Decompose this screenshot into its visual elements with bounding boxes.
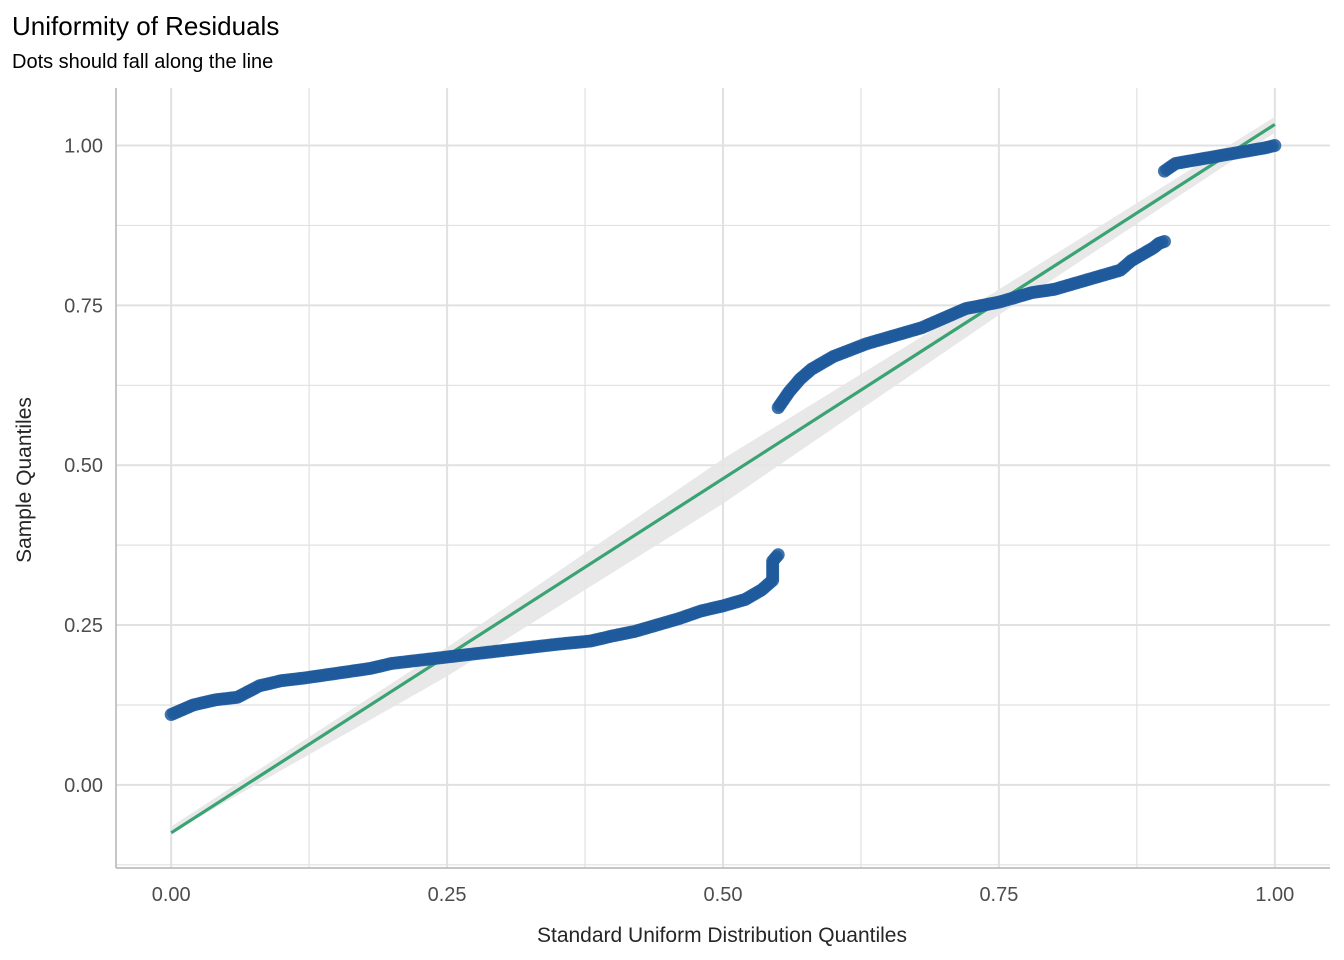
x-tick-label: 0.50 (704, 884, 743, 906)
sample-points (164, 139, 1282, 722)
sample-point (1268, 139, 1282, 153)
y-tick-label: 0.25 (64, 615, 103, 637)
sample-point (1157, 234, 1171, 248)
axes (115, 88, 1330, 869)
reference-line (170, 123, 1276, 835)
y-tick-label: 0.75 (64, 295, 103, 317)
y-axis-title: Sample Quantiles (13, 397, 36, 563)
x-tick-label: 1.00 (1255, 884, 1294, 906)
y-tick-label: 1.00 (64, 136, 103, 158)
x-axis-title: Standard Uniform Distribution Quantiles (537, 924, 907, 947)
reference-line-group (170, 123, 1276, 835)
x-tick-label: 0.00 (152, 884, 191, 906)
y-tick-label: 0.00 (64, 775, 103, 797)
sample-point (771, 548, 785, 562)
chart-subtitle: Dots should fall along the line (12, 51, 273, 73)
tick-labels: 0.00 0.25 0.50 0.75 1.00 0.00 0.25 0.50 0.75 1.00 (64, 136, 1294, 906)
x-tick-label: 0.25 (428, 884, 467, 906)
y-tick-label: 0.50 (64, 455, 103, 477)
x-tick-label: 0.75 (979, 884, 1018, 906)
chart-title: Uniformity of Residuals (12, 11, 279, 41)
